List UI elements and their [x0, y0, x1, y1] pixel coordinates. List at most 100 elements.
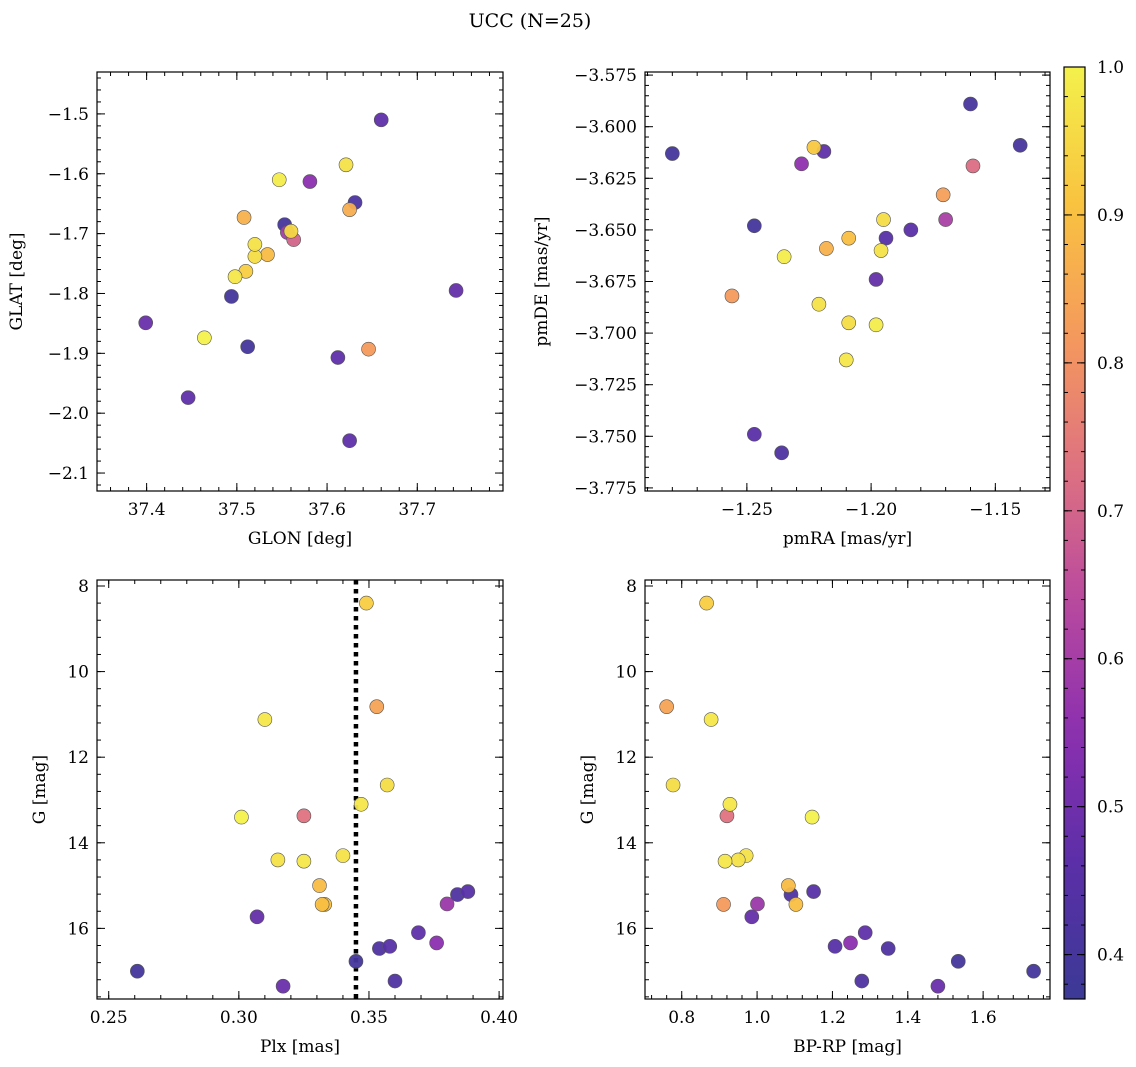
scatter-point: [703, 712, 719, 727]
scatter-point: [302, 174, 318, 189]
scatter-point: [227, 269, 243, 285]
scatter-point: [353, 796, 369, 812]
scatter-point: [806, 140, 822, 155]
scatter-point: [659, 699, 674, 714]
x-tick-label: 1.2: [819, 1008, 846, 1028]
scatter-point: [271, 172, 287, 188]
scatter-point: [868, 272, 884, 287]
scatter-point: [724, 288, 740, 304]
scatter-point: [841, 315, 857, 331]
y-tick-label: −3.750: [574, 427, 637, 447]
panel-bprp-g: 0.8 1.0 1.2 1.4 1.6 8 10 12 14 16 BP-RP [mag] G [ma…: [578, 577, 1051, 1057]
colorbar-tick-label: 0.6: [1097, 650, 1124, 670]
y-tick-label: −1.5: [48, 105, 89, 125]
scatter-point: [338, 157, 354, 173]
scatter-point: [296, 853, 312, 869]
y-tick-label: −2.1: [48, 464, 89, 484]
scatter-point: [335, 848, 351, 863]
y-tick-label: 16: [67, 919, 89, 939]
x-tick-label: 37.4: [128, 500, 166, 520]
scatter-point: [935, 187, 951, 203]
y-tick-label: 8: [78, 577, 89, 597]
scatter-point: [283, 223, 299, 239]
scatter-point: [806, 884, 821, 899]
scatter-point: [369, 699, 385, 714]
scatter-point: [776, 249, 792, 265]
scatter-point: [359, 595, 374, 611]
scatter-point: [180, 390, 196, 405]
y-tick-label: −2.0: [48, 404, 89, 424]
y-tick-label: −3.775: [574, 479, 637, 499]
scatter-point: [722, 796, 738, 812]
colorbar-tick-label: 1.0: [1097, 58, 1124, 78]
scatter-point: [234, 809, 249, 825]
scatter-point: [411, 925, 426, 940]
scatter-point: [827, 939, 843, 954]
y-tick-label: −1.9: [48, 344, 89, 364]
scatter-point: [249, 909, 265, 925]
scatter-point: [965, 158, 981, 174]
scatter-point: [750, 896, 765, 912]
y-tick-label: 10: [67, 663, 89, 683]
x-tick-label: 1.6: [970, 1008, 997, 1028]
scatter-point: [699, 595, 714, 611]
scatter-point: [342, 433, 357, 449]
y-tick-label: 8: [626, 577, 637, 597]
colorbar-bar: [1063, 66, 1086, 1000]
scatter-point: [236, 210, 252, 225]
scatter-point: [138, 315, 154, 331]
scatter-point: [270, 852, 286, 868]
panel-pmra-pmde: −1.25 −1.20 −1.15 −3.575 −3.600 −3.625 −3.650 −…: [532, 66, 1051, 549]
scatter-point: [342, 202, 357, 217]
scatter-point: [843, 935, 858, 951]
y-tick-label: −3.725: [574, 376, 637, 396]
x-axis-label: BP-RP [mag]: [793, 1037, 902, 1057]
x-tick-label: 1.4: [894, 1008, 921, 1028]
scatter-point: [876, 212, 891, 227]
scatter-point: [429, 935, 444, 951]
scatter-point: [1012, 137, 1028, 153]
scatter-point: [296, 808, 312, 824]
y-tick-label: −3.625: [574, 169, 637, 189]
y-axis-label: G [mag]: [30, 755, 50, 824]
x-tick-label: 0.35: [350, 1008, 388, 1028]
scatter-point: [1026, 963, 1041, 979]
y-tick-label: −3.600: [574, 118, 637, 138]
scatter-point: [857, 925, 873, 940]
scatter-point: [382, 939, 398, 954]
x-tick-label: 37.7: [398, 500, 436, 520]
plot-frame: [644, 71, 1051, 492]
y-tick-label: 12: [615, 748, 637, 768]
x-axis-label: Plx [mas]: [260, 1037, 340, 1057]
y-tick-label: −1.8: [48, 284, 89, 304]
scatter-point: [379, 777, 395, 793]
x-tick-label: 0.30: [220, 1008, 258, 1028]
y-tick-label: −3.675: [574, 273, 637, 293]
scatter-point: [460, 884, 476, 899]
y-tick-label: 10: [615, 663, 637, 683]
figure-title: UCC (N=25): [469, 10, 592, 32]
scatter-point: [312, 878, 327, 893]
scatter-point: [963, 96, 978, 112]
y-tick-label: 14: [67, 834, 89, 854]
scatter-point: [794, 156, 809, 172]
colorbar: 0.4 0.5 0.6 0.7 0.8 0.9 1.0: [1063, 58, 1124, 1000]
scatter-point: [373, 112, 389, 128]
y-axis-label: GLAT [deg]: [7, 232, 27, 330]
x-tick-label: −1.25: [721, 500, 773, 520]
x-axis-label: GLON [deg]: [248, 529, 352, 549]
scatter-point: [873, 243, 889, 258]
colorbar-tick-label: 0.4: [1097, 946, 1124, 966]
scatter-point: [730, 852, 746, 868]
y-tick-label: −3.700: [574, 324, 637, 344]
scatter-point: [439, 896, 455, 912]
scatter-point: [257, 712, 273, 727]
scatter-point: [448, 283, 464, 298]
scatter-point: [781, 878, 796, 893]
plot-frame: [96, 71, 504, 492]
scatter-point: [330, 350, 346, 365]
scatter-point: [811, 296, 827, 312]
scatter-point: [747, 218, 762, 234]
scatter-point: [240, 339, 255, 355]
